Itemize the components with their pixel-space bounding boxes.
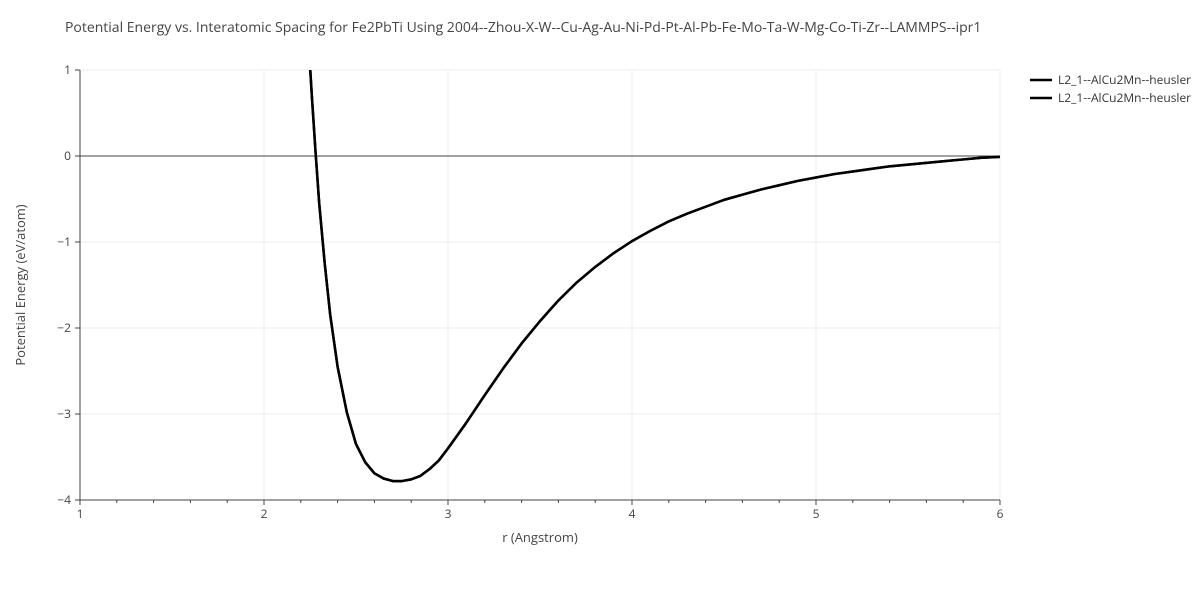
chart-container: 1 2 3 4 5 6 −4 −3 −2 −1 0 1 r (Angstrom) Potential En… (0, 0, 1200, 600)
legend-label[interactable]: L2_1--AlCu2Mn--heusler (1058, 71, 1191, 88)
y-tick-label: −4 (57, 491, 71, 508)
x-tick-label: 5 (813, 505, 820, 522)
x-tick-label: 2 (261, 505, 268, 522)
x-tick-label: 6 (997, 505, 1004, 522)
x-tick-label: 1 (77, 505, 84, 522)
y-tick-label: 0 (64, 147, 71, 164)
y-tick-label: −1 (57, 233, 71, 250)
y-tick-label: 1 (64, 61, 71, 78)
chart-title: Potential Energy vs. Interatomic Spacing… (65, 18, 981, 37)
x-tick-label: 3 (445, 505, 452, 522)
y-tick-label: −2 (57, 319, 71, 336)
x-tick-label: 4 (629, 505, 636, 522)
y-axis-label: Potential Energy (eV/atom) (11, 204, 29, 365)
x-axis-label: r (Angstrom) (502, 528, 578, 546)
y-tick-label: −3 (57, 405, 71, 422)
legend-label[interactable]: L2_1--AlCu2Mn--heusler (1058, 89, 1191, 106)
potential-energy-chart: 1 2 3 4 5 6 −4 −3 −2 −1 0 1 r (Angstrom) Potential En… (0, 0, 1200, 600)
